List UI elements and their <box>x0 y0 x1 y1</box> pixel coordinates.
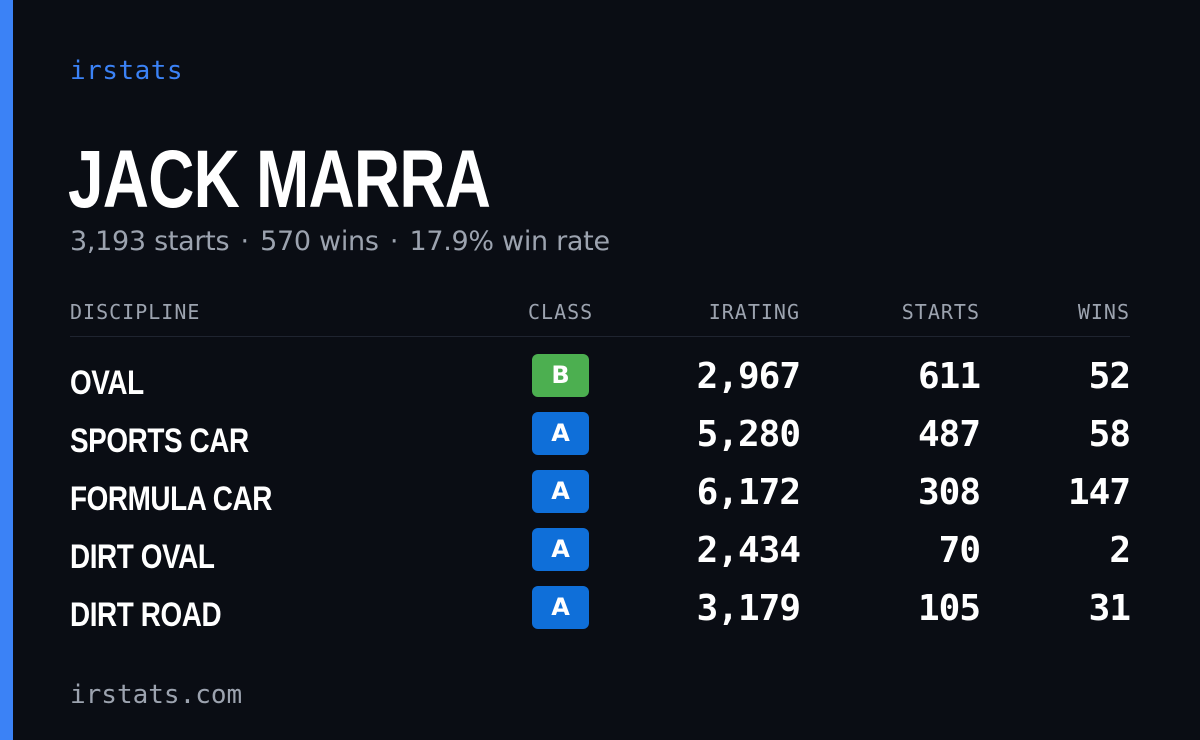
discipline-name: OVAL <box>70 364 144 402</box>
wins-value: 58 <box>1088 414 1131 455</box>
brand-logo: irstats <box>70 56 184 86</box>
driver-summary: 3,193 starts · 570 wins · 17.9% win rate <box>70 226 610 257</box>
header-class: CLASS <box>528 300 594 324</box>
table-row: DIRT ROAD A 3,179 105 31 <box>70 586 1131 644</box>
header-wins: WINS <box>1077 300 1130 324</box>
table-row: OVAL B 2,967 611 52 <box>70 354 1131 412</box>
discipline-table: DISCIPLINE CLASS IRATING STARTS WINS OVA… <box>70 296 1131 634</box>
wins-value: 2 <box>1109 530 1131 571</box>
irating-value: 2,967 <box>696 356 801 397</box>
wins-value: 31 <box>1088 588 1131 629</box>
starts-value: 611 <box>917 356 981 397</box>
discipline-name: FORMULA CAR <box>70 480 272 518</box>
starts-value: 105 <box>917 588 981 629</box>
table-header: DISCIPLINE CLASS IRATING STARTS WINS <box>70 296 1130 337</box>
table-row: DIRT OVAL A 2,434 70 2 <box>70 528 1131 586</box>
irating-value: 6,172 <box>696 472 801 513</box>
starts-value: 487 <box>917 414 981 455</box>
driver-name: JACK MARRA <box>68 134 491 225</box>
irating-value: 3,179 <box>696 588 801 629</box>
header-irating: IRATING <box>708 300 800 324</box>
irating-value: 2,434 <box>696 530 801 571</box>
summary-win-rate: 17.9% win rate <box>409 226 611 257</box>
license-class-badge: A <box>532 470 589 513</box>
license-class-badge: B <box>532 354 589 397</box>
summary-separator: · <box>389 226 399 257</box>
accent-bar <box>0 0 13 740</box>
discipline-name: DIRT OVAL <box>70 538 215 576</box>
footer-url: irstats.com <box>70 680 243 710</box>
summary-starts: 3,193 starts <box>70 226 230 257</box>
summary-separator: · <box>240 226 250 257</box>
irating-value: 5,280 <box>696 414 801 455</box>
table-row: FORMULA CAR A 6,172 308 147 <box>70 470 1131 528</box>
table-row: SPORTS CAR A 5,280 487 58 <box>70 412 1131 470</box>
summary-wins: 570 wins <box>260 226 379 257</box>
header-starts: STARTS <box>901 300 980 324</box>
discipline-name: DIRT ROAD <box>70 596 222 634</box>
starts-value: 70 <box>938 530 981 571</box>
license-class-badge: A <box>532 412 589 455</box>
starts-value: 308 <box>917 472 981 513</box>
table-body: OVAL B 2,967 611 52 SPORTS CAR A 5,280 4… <box>70 354 1131 644</box>
wins-value: 52 <box>1088 356 1131 397</box>
license-class-badge: A <box>532 586 589 629</box>
discipline-name: SPORTS CAR <box>70 422 249 460</box>
wins-value: 147 <box>1067 472 1131 513</box>
header-discipline: DISCIPLINE <box>70 300 201 324</box>
license-class-badge: A <box>532 528 589 571</box>
